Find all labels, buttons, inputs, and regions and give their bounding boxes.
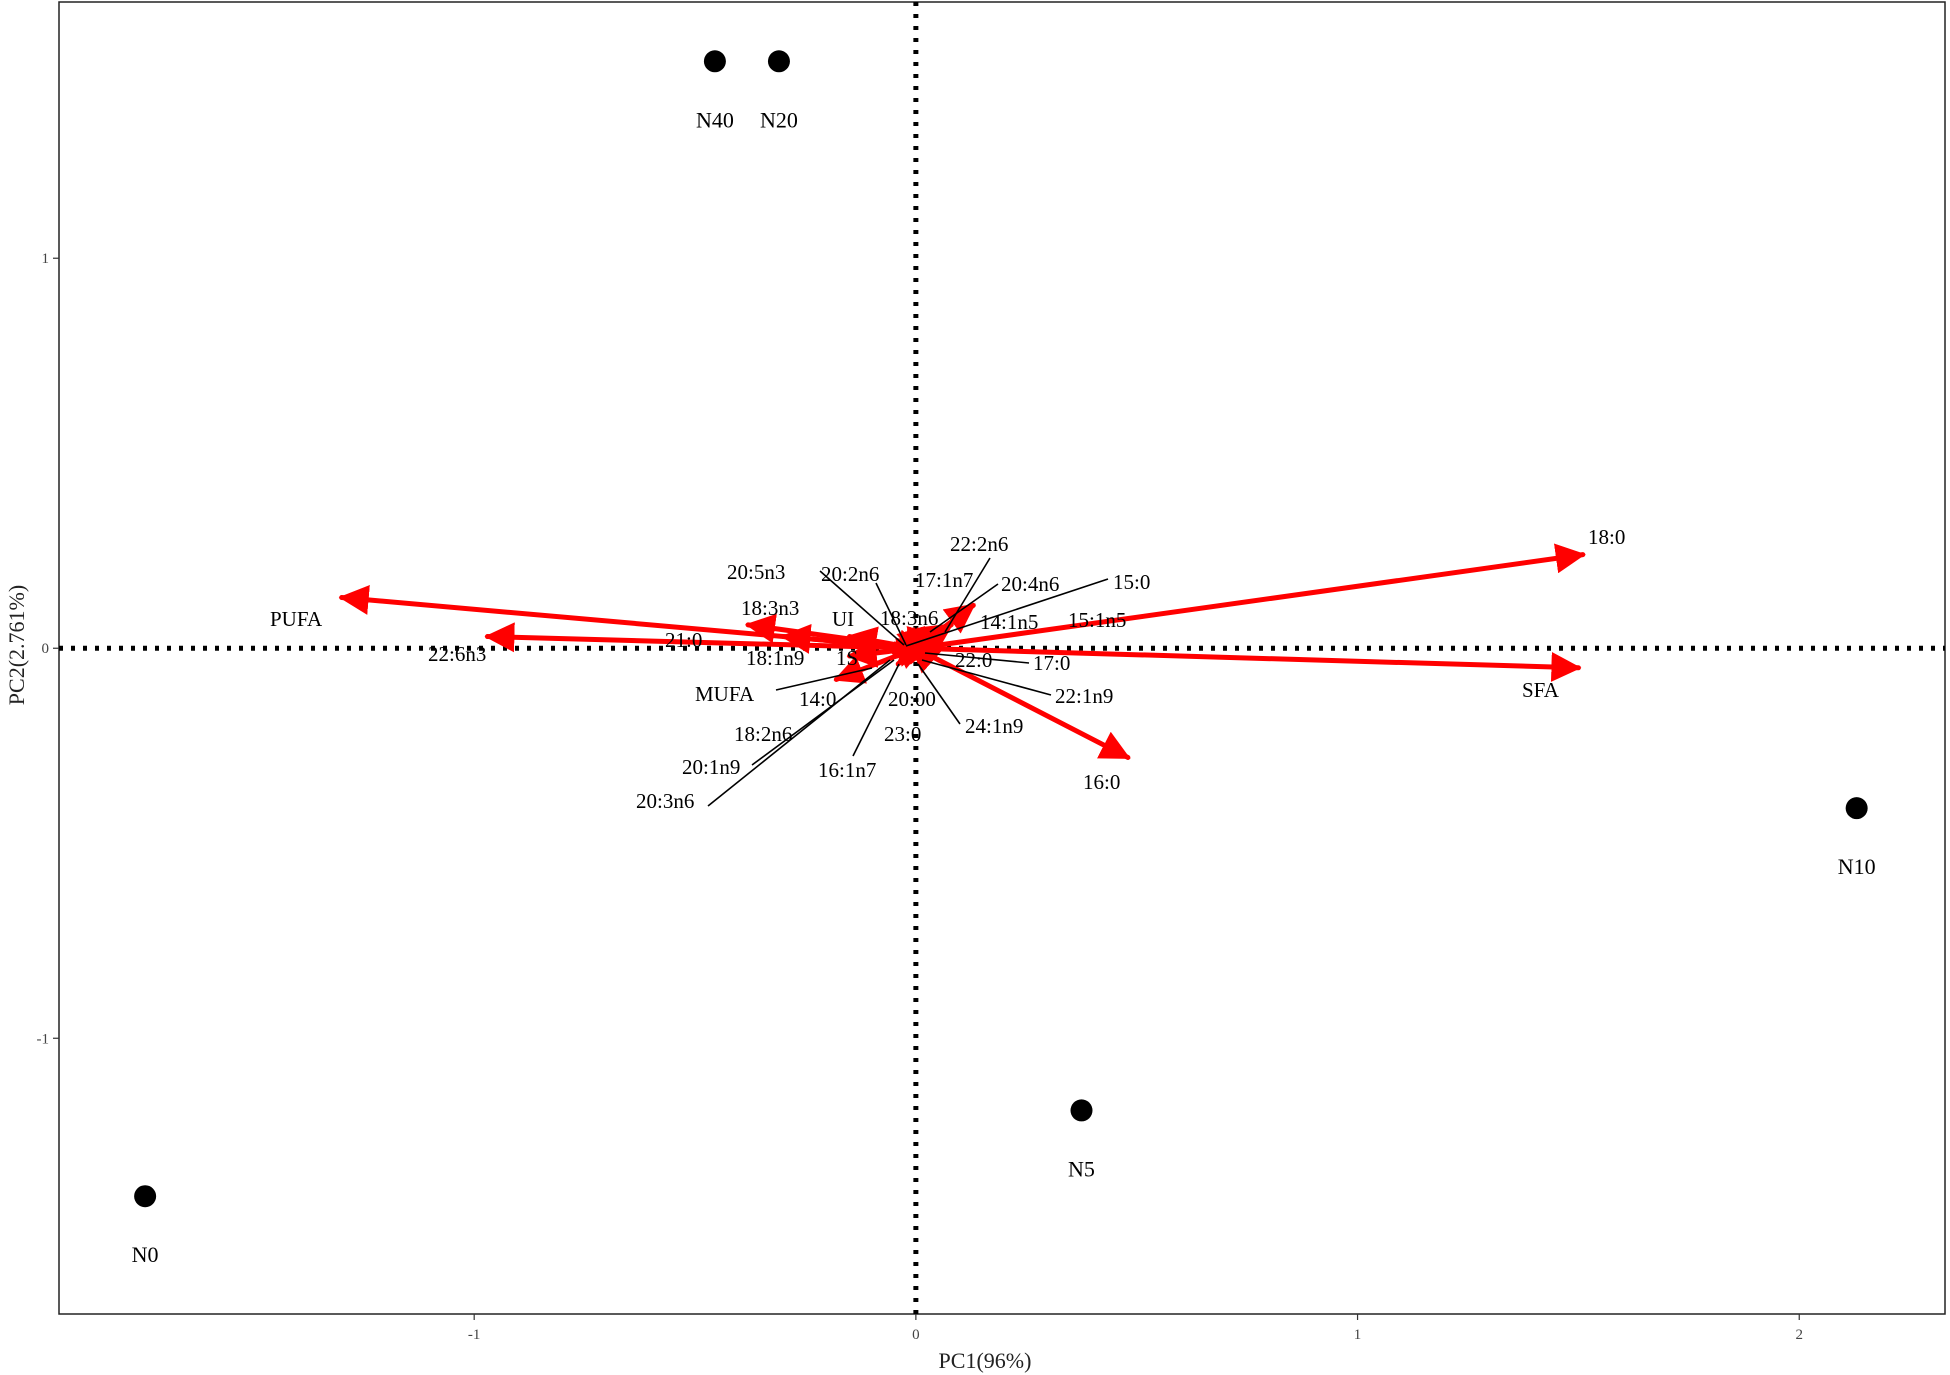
vector-label-21-0: 21:0	[665, 628, 702, 652]
vector-label-22-2n6: 22:2n6	[950, 532, 1008, 556]
vector-label-18-0: 18:0	[1588, 525, 1625, 549]
vector-22-6n3	[484, 622, 919, 653]
vector-label-pufa: PUFA	[270, 607, 323, 631]
vector-label-20-5n3: 20:5n3	[727, 560, 785, 584]
point-n5	[1070, 1099, 1093, 1122]
y-axis-title: PC2(2.761%)	[4, 585, 29, 705]
vector-label-1s: 1S	[836, 646, 858, 670]
vector-label-20-2n6: 20:2n6	[821, 562, 879, 586]
point-n10	[1845, 797, 1868, 820]
loading-vector-labels: 18:0 SFA PUFA 22:6n3 16:0 MUFA 18:3n3 21:0 UI 18:…	[270, 525, 1625, 813]
x-tick-label: -1	[468, 1327, 481, 1343]
vector-label-20-00: 20:00	[888, 687, 936, 711]
vector-label-ui: UI	[832, 607, 854, 631]
x-axis-title: PC1(96%)	[939, 1348, 1032, 1373]
y-axis-ticks: -1 0 1	[37, 251, 59, 1047]
point-label-n20: N20	[760, 107, 798, 132]
vector-label-23-0: 23:0	[884, 722, 921, 746]
y-tick-label: -1	[37, 1031, 50, 1047]
vector-label-sfa: SFA	[1522, 678, 1560, 702]
vector-sfa	[913, 645, 1582, 682]
vector-label-18-3n3: 18:3n3	[741, 596, 799, 620]
leader-20-2n6	[875, 582, 907, 646]
vector-label-14-0: 14:0	[799, 687, 836, 711]
vector-label-18-1n9: 18:1n9	[746, 646, 804, 670]
vector-label-20-3n6: 20:3n6	[636, 789, 694, 813]
loading-vectors	[338, 543, 1586, 760]
leader-15-0	[905, 578, 1109, 647]
vector-label-15-0: 15:0	[1113, 570, 1150, 594]
point-n20	[767, 50, 790, 73]
leader-mufa	[775, 667, 873, 691]
vector-label-24-1n9: 24:1n9	[965, 714, 1023, 738]
vector-label-18-3n6: 18:3n6	[880, 606, 938, 630]
reference-lines	[59, 2, 1945, 1314]
y-tick-label: 1	[42, 251, 50, 267]
sample-points	[134, 50, 1868, 1208]
point-label-n0: N0	[132, 1242, 159, 1267]
vector-label-mufa: MUFA	[695, 682, 755, 706]
plot-panel	[58, 1, 1946, 1315]
vector-label-22-1n9: 22:1n9	[1055, 684, 1113, 708]
vector-label-22-6n3: 22:6n3	[428, 642, 486, 666]
leader-16-1n7	[852, 663, 900, 757]
vector-label-20-4n6: 20:4n6	[1001, 572, 1059, 596]
label-leader-lines	[707, 557, 1109, 807]
point-n0	[134, 1185, 157, 1208]
vector-label-14-1n5: 14:1n5	[980, 610, 1038, 634]
y-tick-label: 0	[42, 641, 50, 657]
leader-20-5n3	[819, 570, 905, 646]
vector-label-16-0: 16:0	[1083, 770, 1120, 794]
vector-label-18-2n6: 18:2n6	[734, 722, 792, 746]
point-label-n10: N10	[1838, 854, 1876, 879]
vector-label-22-0: 22:0	[955, 648, 992, 672]
sample-point-labels: N40 N20 N10 N5 N0	[132, 107, 1876, 1267]
point-label-n5: N5	[1068, 1156, 1095, 1181]
vector-label-15-1n5: 15:1n5	[1068, 608, 1126, 632]
vector-label-20-1n9: 20:1n9	[682, 755, 740, 779]
leader-20-4n6	[929, 583, 999, 633]
leader-20-3n6	[707, 659, 891, 807]
vector-label-16-1n7: 16:1n7	[818, 758, 876, 782]
vector-18-0	[913, 543, 1586, 651]
vector-1s	[890, 632, 923, 663]
point-label-n40: N40	[696, 107, 734, 132]
leader-22-2n6	[944, 557, 991, 633]
leader-20-1n9	[751, 659, 895, 766]
point-n40	[703, 50, 726, 73]
x-axis-ticks: -1 0 1 2	[468, 1314, 1803, 1343]
x-tick-label: 0	[912, 1327, 920, 1343]
leader-22-1n9	[921, 659, 1052, 696]
leader-17-0	[924, 652, 1030, 664]
vector-label-17-0: 17:0	[1033, 651, 1070, 675]
x-tick-label: 1	[1354, 1327, 1362, 1343]
leader-24-1n9	[917, 663, 961, 725]
vector-label-17-1n7: 17:1n7	[915, 568, 973, 592]
vector-16-0	[913, 645, 1131, 760]
x-tick-label: 2	[1795, 1327, 1803, 1343]
